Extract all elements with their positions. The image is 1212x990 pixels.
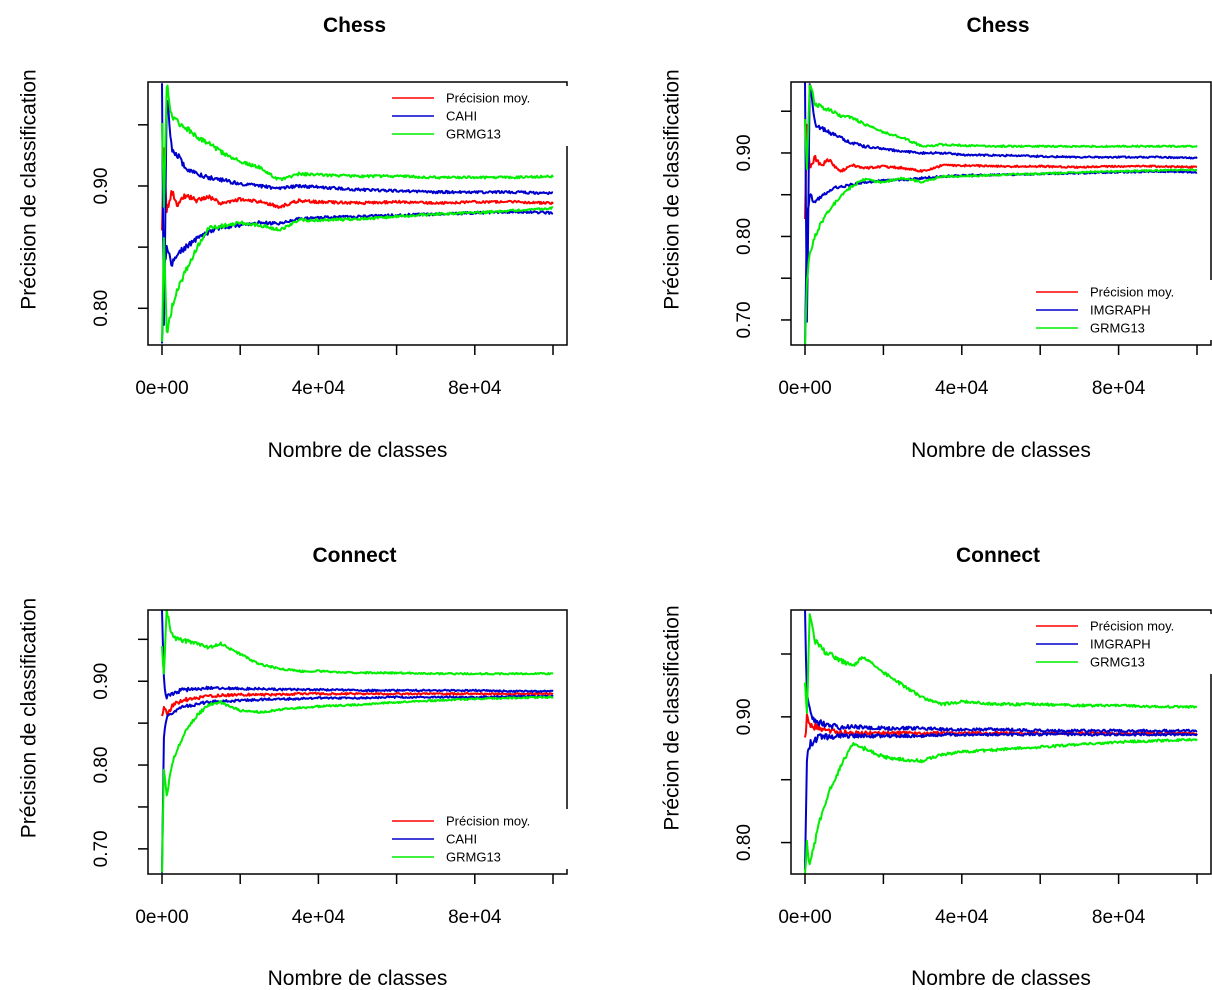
series-line-band-2 [161,210,554,344]
chart-title: Chess [966,14,1029,37]
x-tick-label: 8e+04 [1092,907,1146,928]
series-line-band-4 [804,737,1198,874]
series-line-band-4 [161,695,554,873]
legend: Précision moy. IMGRAPH GRMG13 [1026,280,1212,340]
x-tick-label: 0e+00 [135,378,188,399]
x-tick-label: 0e+00 [778,378,831,399]
x-axis-label: Nombre de classes [911,967,1091,990]
chart-panel-3: Connect 0e+00 4e+04 8e+04 0.70 0.80 0.90 Nombre… [18,544,568,990]
series-lines [804,610,1198,874]
series-lines [161,610,554,874]
y-tick-label: 0.80 [91,290,112,327]
legend-label: Précision moy. [446,91,530,106]
y-tick-label: 0.90 [734,698,755,735]
legend-label: IMGRAPH [1090,637,1151,652]
x-tick-label: 4e+04 [935,907,989,928]
y-tick-label: 0.80 [91,747,112,784]
x-tick-label: 8e+04 [448,907,502,928]
x-tick-label: 8e+04 [448,378,502,399]
y-tick-label: 0.90 [734,134,755,171]
series-line-cahi [161,83,554,326]
x-axis-label: Nombre de classes [268,439,448,462]
series-lines [161,83,554,344]
series-line-grmg13 [161,610,554,676]
x-tick-label: 4e+04 [292,907,346,928]
legend-label: GRMG13 [1090,321,1145,336]
y-tick-label: 0.90 [91,167,112,204]
y-tick-label: 0.80 [734,824,755,861]
series-line-band-2 [804,732,1198,870]
series-line-grmg13 [804,613,1198,714]
legend-label: Précision moy. [1090,285,1174,300]
legend-label: GRMG13 [1090,655,1145,670]
series-line-imgraph [804,610,1198,733]
y-axis-label: Précision de classification [661,69,684,309]
y-axis-label: Précision de classification [18,69,41,309]
plot-frame [147,609,568,875]
y-tick-label: 0.90 [91,663,112,700]
x-tick-label: 8e+04 [1092,378,1146,399]
series-line-pr-cision-moy- [161,691,554,717]
legend: Précision moy. IMGRAPH GRMG13 [1026,614,1212,674]
y-tick-label: 0.80 [734,218,755,255]
chart-title: Chess [323,14,386,37]
x-axis-label: Nombre de classes [911,439,1091,462]
plot-frame [147,81,568,346]
chart-panel-1: Chess 0e+00 4e+04 8e+04 0.80 0.90 Nombre de cl… [18,14,568,462]
legend-label: IMGRAPH [1090,303,1151,318]
chart-panel-4: Connect 0e+00 4e+04 8e+04 0.80 0.90 Nombre de … [661,544,1212,990]
series-line-band-4 [804,168,1198,345]
legend: Précision moy. CAHI GRMG13 [382,86,568,146]
x-axis-label: Nombre de classes [268,967,448,990]
series-line-cahi [161,610,554,700]
legend: Précision moy. CAHI GRMG13 [382,809,568,869]
chart-title: Connect [956,544,1040,567]
plot-frame [790,81,1212,346]
legend-label: CAHI [446,109,477,124]
x-tick-label: 4e+04 [935,378,989,399]
x-tick-label: 4e+04 [292,378,346,399]
y-axis-label: Précion de classification [661,605,684,830]
chart-panel-2: Chess 0e+00 4e+04 8e+04 0.70 0.80 0.90 Nombre d… [661,14,1212,462]
y-tick-label: 0.70 [91,830,112,867]
plot-frame [790,609,1212,875]
legend-label: GRMG13 [446,850,501,865]
x-tick-label: 0e+00 [135,907,188,928]
series-line-imgraph [804,82,1198,323]
series-line-pr-cision-moy- [804,123,1198,220]
legend-label: Précision moy. [1090,619,1174,634]
legend-label: CAHI [446,832,477,847]
series-lines [804,82,1198,345]
x-tick-label: 0e+00 [778,907,831,928]
chart-title: Connect [313,544,397,567]
y-tick-label: 0.70 [734,301,755,338]
series-line-band-4 [161,206,554,342]
y-axis-label: Précision de classification [18,598,41,838]
legend-label: GRMG13 [446,127,501,142]
series-line-grmg13 [804,84,1198,171]
series-line-grmg13 [161,84,554,208]
series-line-pr-cision-moy- [161,147,554,231]
legend-label: Précision moy. [446,814,530,829]
